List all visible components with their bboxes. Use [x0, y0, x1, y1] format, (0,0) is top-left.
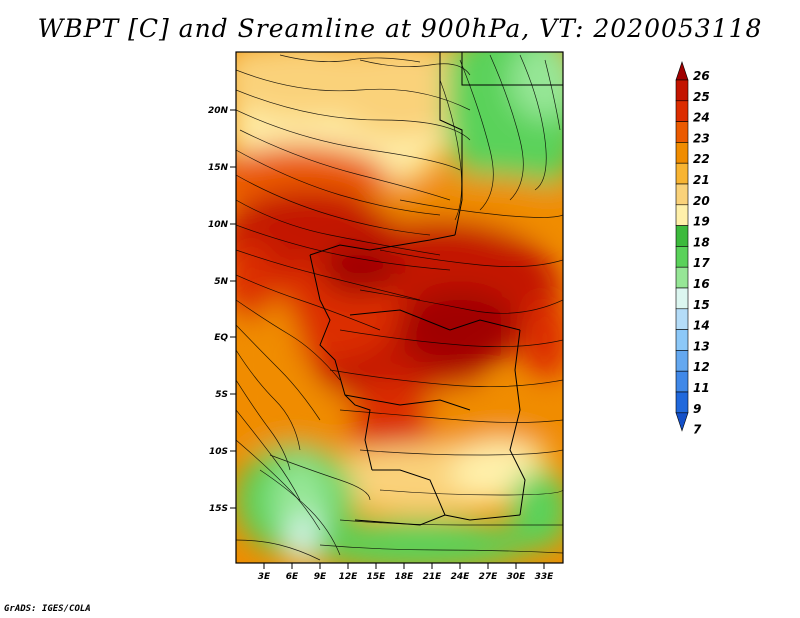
longitude-axis: 3E 6E 9E 12E 15E 18E 21E 24E 27E 30E 33E — [258, 563, 554, 582]
colorbar-label: 16 — [693, 277, 710, 291]
colorbar-label: 12 — [693, 360, 710, 374]
streamlines — [236, 54, 563, 561]
lon-label: 27E — [479, 572, 499, 582]
colorbar-label: 13 — [693, 339, 710, 353]
colorbar-top-arrow — [675, 61, 689, 81]
colorbar-swatch — [675, 308, 689, 330]
lat-label: 15N — [208, 163, 229, 173]
colorbar-swatch — [675, 183, 689, 206]
lon-label: 6E — [286, 572, 299, 582]
colorbar-swatch — [675, 246, 689, 268]
colorbar-label: 20 — [693, 194, 710, 208]
colorbar: 26 25 24 23 22 21 20 19 18 17 16 15 14 13 12 11 9 7 — [675, 61, 710, 437]
colorbar-label: 19 — [693, 215, 710, 229]
colorbar-label: 9 — [693, 402, 701, 416]
lat-label: 5N — [214, 277, 228, 287]
colorbar-label: 21 — [693, 173, 710, 187]
colorbar-swatch — [675, 266, 689, 289]
lat-label: 10N — [208, 220, 229, 230]
colorbar-label: 18 — [693, 235, 710, 249]
grads-credit: GrADS: IGES/COLA — [4, 604, 91, 614]
colorbar-label: 7 — [693, 423, 702, 437]
lat-label: EQ — [214, 333, 228, 343]
lat-label: 20N — [208, 106, 229, 116]
lat-label: 15S — [209, 504, 228, 514]
colorbar-swatch — [675, 225, 689, 247]
colorbar-label: 26 — [693, 69, 710, 83]
colorbar-swatch — [675, 370, 689, 393]
colorbar-label: 14 — [693, 319, 710, 333]
colorbar-swatch — [675, 350, 689, 372]
lon-label: 18E — [395, 572, 415, 582]
lon-label: 21E — [423, 572, 443, 582]
colorbar-swatch — [675, 142, 689, 164]
colorbar-swatch — [675, 79, 689, 102]
lat-label: 10S — [209, 447, 228, 457]
lon-label: 30E — [507, 572, 527, 582]
lon-label: 9E — [314, 572, 327, 582]
lon-label: 3E — [258, 572, 271, 582]
lon-label: 12E — [339, 572, 359, 582]
colorbar-label: 22 — [693, 152, 710, 166]
colorbar-swatch — [675, 162, 689, 185]
colorbar-label: 24 — [693, 111, 710, 125]
colorbar-swatch — [675, 329, 689, 351]
colorbar-swatch — [675, 100, 689, 122]
country-boundaries — [309, 52, 563, 526]
colorbar-swatch — [675, 287, 689, 310]
map-title: WBPT [C] and Sreamline at 900hPa, VT: 20… — [37, 14, 763, 43]
colorbar-swatch — [675, 121, 689, 143]
map-frame — [235, 51, 564, 564]
lat-label: 5S — [215, 390, 228, 400]
colorbar-label: 17 — [693, 256, 710, 270]
colorbar-bottom-arrow — [675, 412, 689, 432]
lon-label: 24E — [451, 572, 471, 582]
lon-label: 33E — [535, 572, 555, 582]
colorbar-label: 11 — [693, 381, 710, 395]
colorbar-swatch — [675, 204, 689, 226]
lon-label: 15E — [367, 572, 387, 582]
colorbar-swatch — [675, 391, 689, 414]
wbpt-shading — [236, 52, 563, 563]
latitude-axis: 20N 15N 10N 5N EQ 5S 10S 15S — [208, 106, 236, 514]
colorbar-label: 23 — [693, 131, 710, 145]
colorbar-label: 15 — [693, 298, 710, 312]
colorbar-label: 25 — [693, 90, 710, 104]
